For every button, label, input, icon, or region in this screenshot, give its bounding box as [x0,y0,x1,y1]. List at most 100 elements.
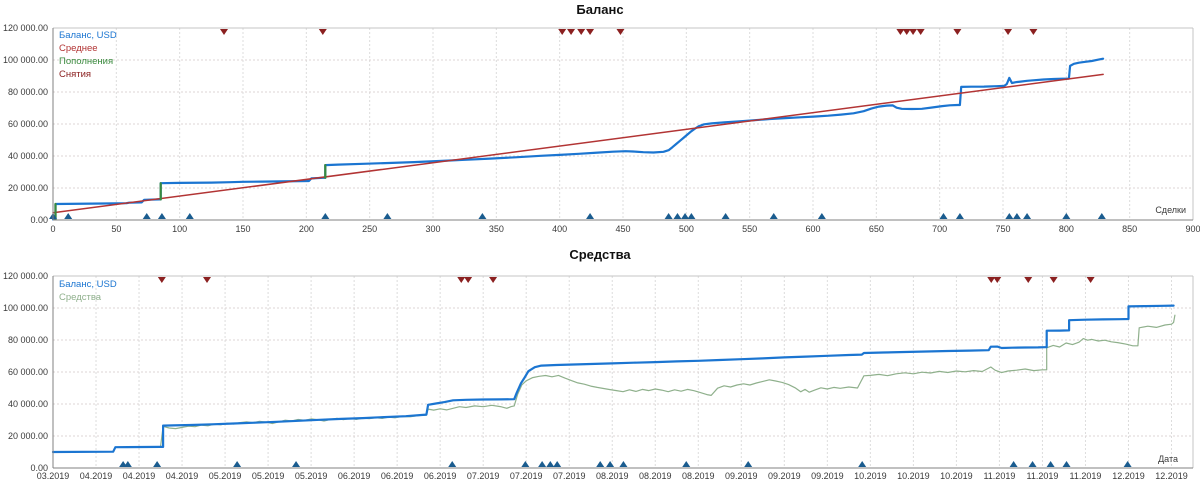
trade-marker-icon [521,461,530,467]
trade-marker-icon [673,213,682,219]
equity-chart-block: Средства Баланс, USD Средства Дата 03.20… [0,245,1200,489]
svg-text:50: 50 [111,224,121,234]
svg-text:20 000.00: 20 000.00 [8,183,48,193]
svg-text:11.2019: 11.2019 [983,471,1015,481]
trade-marker-icon [292,461,301,467]
svg-text:07.2019: 07.2019 [467,471,500,481]
svg-text:450: 450 [615,224,630,234]
equity-plot[interactable]: 03.2019 04.2019 04.2019 04.2019 05.2019 05.20… [0,245,1200,489]
trade-marker-icon [478,213,487,219]
svg-text:600: 600 [805,224,820,234]
svg-text:100: 100 [172,224,187,234]
trade-marker-icon [744,461,753,467]
balance-legend: Баланс, USD Среднее Пополнения Снятия [59,29,117,81]
trade-marker-icon [383,213,392,219]
withdrawal-marker-icon [909,29,918,35]
balance-chart-title: Баланс [576,2,624,17]
legend-item-balance: Баланс, USD [59,30,117,41]
event-markers [119,277,1132,467]
withdrawal-marker-icon [577,29,586,35]
withdrawal-marker-icon [318,29,327,35]
gridlines [52,275,1193,469]
svg-text:12.2019: 12.2019 [1155,471,1188,481]
trade-marker-icon [596,461,605,467]
svg-text:500: 500 [679,224,694,234]
plot-frame [52,275,1194,469]
svg-text:120 000.00: 120 000.00 [3,23,48,33]
svg-text:09.2019: 09.2019 [725,471,758,481]
trade-marker-icon [153,461,162,467]
withdrawal-marker-icon [203,277,212,283]
withdrawal-marker-icon [457,277,466,283]
svg-text:800: 800 [1059,224,1074,234]
withdrawal-marker-icon [1086,277,1095,283]
trade-marker-icon [233,461,242,467]
trade-marker-icon [1028,461,1037,467]
series-Среднее [52,73,1104,214]
svg-text:08.2019: 08.2019 [639,471,672,481]
svg-text:700: 700 [932,224,947,234]
svg-text:40 000.00: 40 000.00 [8,399,48,409]
svg-text:06.2019: 06.2019 [424,471,457,481]
trade-marker-icon [1009,461,1018,467]
withdrawal-marker-icon [1049,277,1058,283]
svg-text:250: 250 [362,224,377,234]
series-Баланс, USD [51,304,1175,454]
trade-marker-icon [553,461,562,467]
svg-text:80 000.00: 80 000.00 [8,335,48,345]
svg-text:650: 650 [869,224,884,234]
svg-text:100 000.00: 100 000.00 [3,55,48,65]
svg-text:10.2019: 10.2019 [854,471,887,481]
svg-text:550: 550 [742,224,757,234]
withdrawal-marker-icon [953,29,962,35]
svg-text:05.2019: 05.2019 [209,471,242,481]
svg-text:05.2019: 05.2019 [295,471,328,481]
date-axis-title: Дата [1158,454,1178,464]
trades-axis-title: Сделки [1155,205,1186,215]
withdrawal-marker-icon [987,277,996,283]
svg-text:11.2019: 11.2019 [1026,471,1058,481]
withdrawal-marker-icon [993,277,1002,283]
trade-marker-icon [619,461,628,467]
svg-text:900: 900 [1185,224,1200,234]
svg-text:0.00: 0.00 [30,463,48,473]
withdrawal-marker-icon [616,29,625,35]
withdrawal-marker-icon [558,29,567,35]
svg-text:400: 400 [552,224,567,234]
trade-marker-icon [64,213,73,219]
svg-text:06.2019: 06.2019 [338,471,371,481]
withdrawal-marker-icon [1004,29,1013,35]
svg-text:60 000.00: 60 000.00 [8,367,48,377]
svg-text:120 000.00: 120 000.00 [3,271,48,281]
trade-marker-icon [123,461,132,467]
withdrawal-marker-icon [896,29,905,35]
svg-text:09.2019: 09.2019 [768,471,801,481]
trade-marker-icon [817,213,826,219]
balance-plot[interactable]: 0 50 100 150 200 250 300 350 400 450 500 550 600 650 7… [0,0,1200,245]
legend-item-deposits: Пополнения [59,56,114,67]
trade-marker-icon [955,213,964,219]
series-Пополнения [54,164,327,221]
trade-marker-icon [1062,213,1071,219]
series-Средства [52,314,1176,453]
gridlines [52,27,1194,221]
svg-text:04.2019: 04.2019 [166,471,199,481]
svg-text:03.2019: 03.2019 [37,471,70,481]
svg-text:08.2019: 08.2019 [596,471,629,481]
trade-marker-icon [185,213,194,219]
svg-text:09.2019: 09.2019 [811,471,844,481]
svg-text:40 000.00: 40 000.00 [8,151,48,161]
legend-item-balance: Баланс, USD [59,279,117,290]
series [51,57,1105,221]
svg-text:350: 350 [489,224,504,234]
trade-marker-icon [687,213,696,219]
series [51,304,1176,454]
trade-marker-icon [142,213,151,219]
withdrawal-marker-icon [916,29,925,35]
withdrawal-marker-icon [1024,277,1033,283]
trade-marker-icon [546,461,555,467]
trade-marker-icon [1046,461,1055,467]
legend-item-average: Среднее [59,43,98,54]
trade-marker-icon [939,213,948,219]
